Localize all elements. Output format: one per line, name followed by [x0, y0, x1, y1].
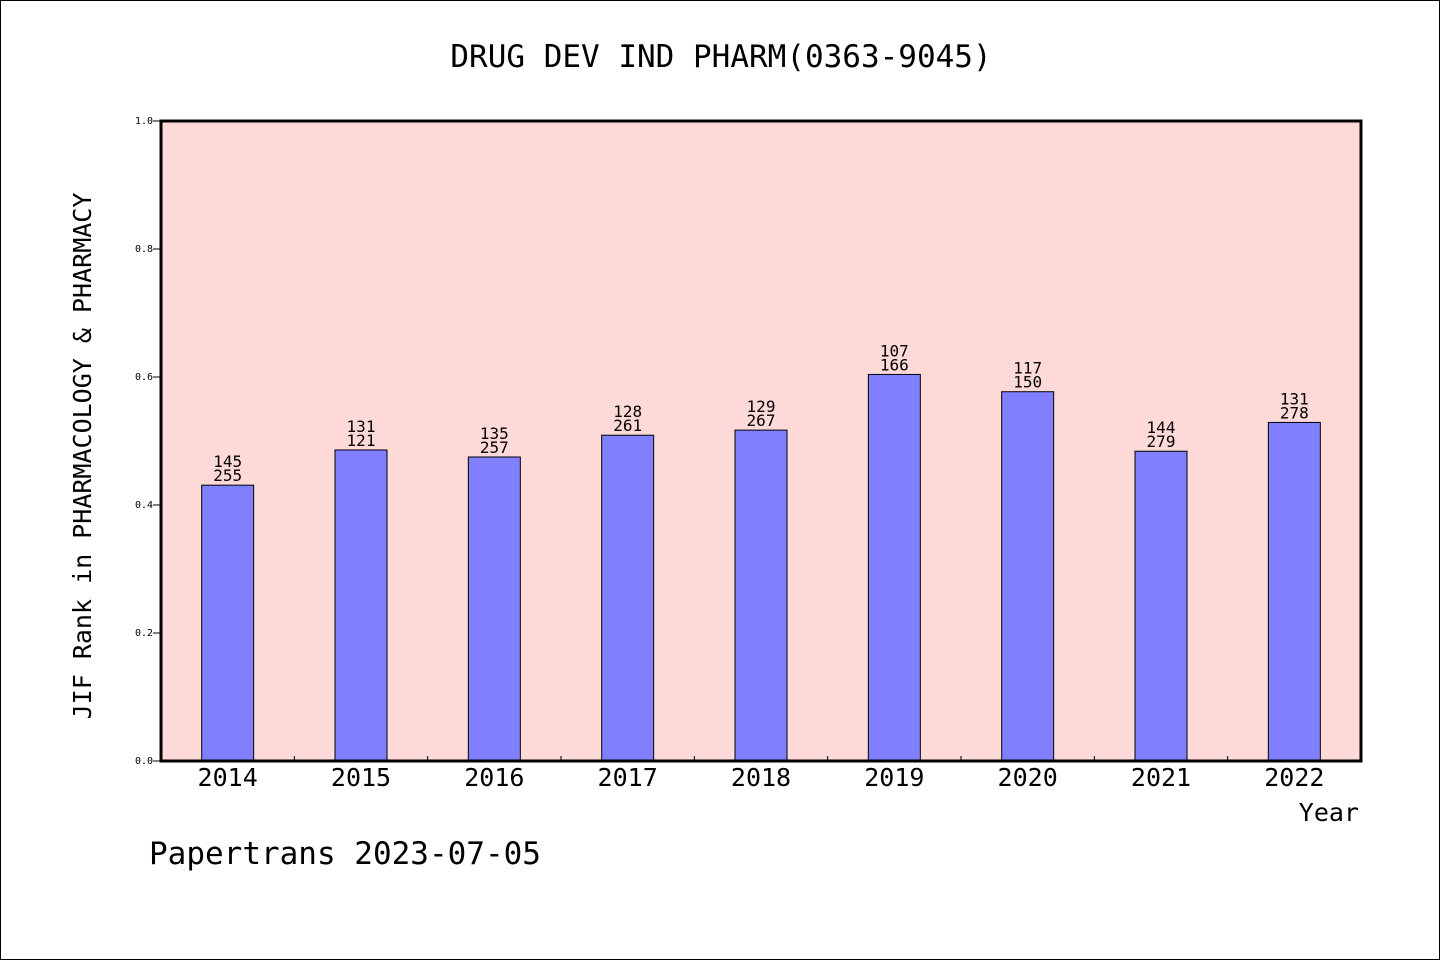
y-tick-label: 0.2	[135, 628, 153, 639]
bar-data-label: 117	[1013, 359, 1042, 378]
bars-group	[201, 373, 1321, 762]
bar-data-label: 150	[1013, 373, 1042, 392]
bar-data-label: 267	[747, 411, 776, 430]
bar-data-label: 135	[480, 424, 509, 443]
bar	[467, 456, 521, 762]
x-tick-label: 2022	[1264, 763, 1324, 792]
y-tick-label: 1.0	[135, 116, 153, 127]
bar-data-label: 261	[613, 416, 642, 435]
x-tick-label: 2017	[598, 763, 658, 792]
bar-data-label: 255	[213, 466, 242, 485]
plot-frame	[159, 119, 1363, 763]
bar-data-label: 145	[213, 452, 242, 471]
y-tick-label: 0.0	[135, 756, 153, 767]
bar-data-label: 131	[1280, 389, 1309, 408]
bar-data-label: 278	[1280, 403, 1309, 422]
y-axis: 0.0 0.2 0.4 0.6 0.8 1.0	[135, 116, 161, 767]
bar	[201, 484, 255, 762]
bar-data-label: 129	[747, 397, 776, 416]
footer-text: Papertrans 2023-07-05	[149, 836, 541, 872]
x-tick-label: 2015	[331, 763, 391, 792]
x-tick-label: 2014	[198, 763, 258, 792]
bar	[1267, 421, 1321, 762]
bar	[867, 373, 921, 762]
bar-data-label: 279	[1147, 432, 1176, 451]
y-tick-label: 0.4	[135, 500, 153, 511]
y-tick-label: 0.6	[135, 372, 153, 383]
bar-data-label: 128	[613, 402, 642, 421]
bar-data-label: 107	[880, 341, 909, 360]
bar-data-label: 121	[347, 431, 376, 450]
x-tick-label: 2021	[1131, 763, 1191, 792]
bar-data-label: 131	[347, 417, 376, 436]
bar	[1001, 391, 1055, 762]
bar	[334, 449, 388, 762]
bar-data-label: 166	[880, 355, 909, 374]
bar	[601, 434, 655, 762]
x-axis: 2014 2015 2016 2017 2018 2019 2020 2021 2022	[198, 756, 1324, 792]
x-axis-label: Year	[1299, 798, 1359, 827]
x-tick-label: 2018	[731, 763, 791, 792]
x-tick-label: 2020	[998, 763, 1058, 792]
x-tick-label: 2016	[464, 763, 524, 792]
y-tick-label: 0.8	[135, 244, 153, 255]
bar-data-label: 257	[480, 438, 509, 457]
y-axis-label: JIF Rank in PHARMACOLOGY & PHARMACY	[68, 193, 97, 720]
chart-title: DRUG DEV IND PHARM(0363-9045)	[450, 39, 991, 75]
bar-data-label: 144	[1147, 418, 1176, 437]
x-tick-label: 2019	[864, 763, 924, 792]
bar	[734, 429, 788, 762]
bar	[1134, 450, 1188, 762]
